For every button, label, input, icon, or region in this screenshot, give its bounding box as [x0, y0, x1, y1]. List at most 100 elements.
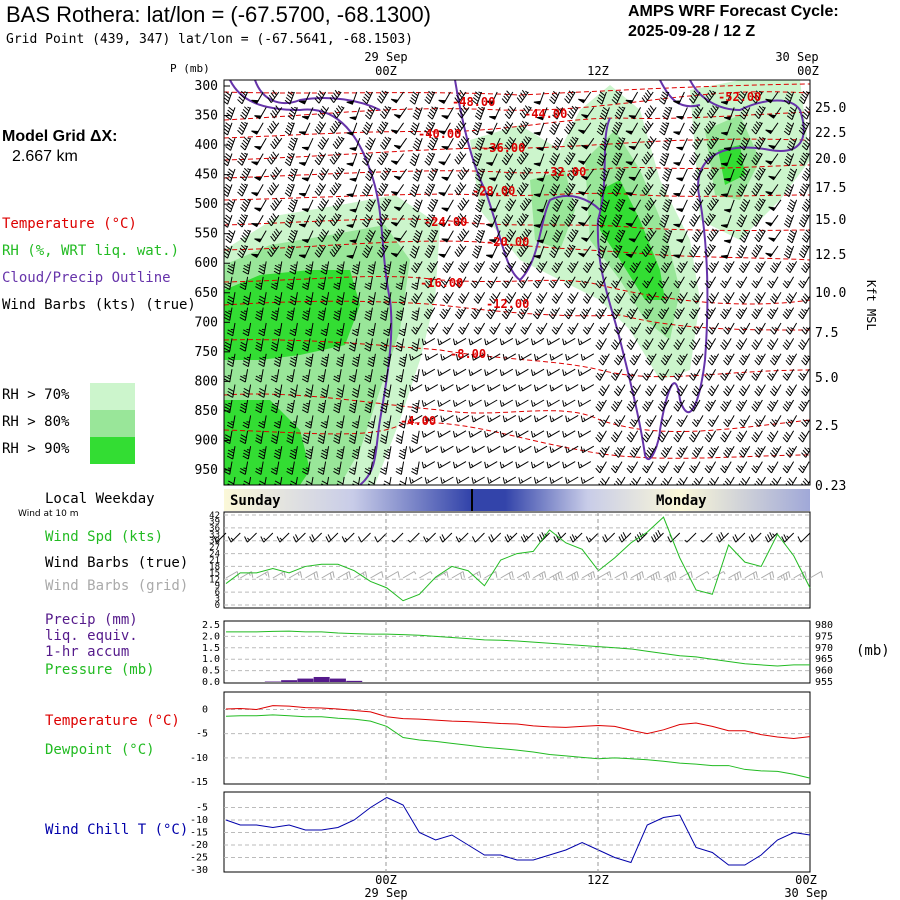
precip-label: Precip (mm)	[45, 612, 138, 628]
wind-barb-95	[516, 120, 529, 134]
wind-barb-831	[738, 415, 751, 427]
wind-barb-597	[645, 322, 657, 335]
wind-barb-319	[454, 213, 467, 227]
temperature-ytick-0: 0	[202, 705, 208, 716]
wind-barb-461	[301, 276, 311, 291]
wind-barb-913	[239, 461, 249, 475]
wind-barb-619	[395, 338, 405, 352]
wind-ytick-3: 33	[209, 530, 220, 540]
wind-barb-381	[237, 244, 249, 259]
wind-barb-659	[424, 353, 439, 361]
wind-barb-769	[364, 399, 373, 414]
wind-barb-928	[468, 461, 482, 469]
wind-barb-859	[577, 430, 592, 438]
wind-barb-325	[549, 214, 561, 228]
wind-barb-958	[352, 476, 361, 485]
precip-liq-label: liq. equiv.	[45, 628, 138, 644]
wind-barb-917	[301, 461, 311, 475]
wind-barb-grid-22	[581, 571, 596, 580]
wind-barb-541	[364, 307, 373, 321]
wind-barb-632	[595, 338, 607, 350]
wind-barb-474	[501, 276, 514, 289]
wind-barb-190	[225, 168, 236, 182]
wind-barb-grid-4	[288, 571, 303, 579]
wind-barb-368	[628, 230, 642, 243]
wind-ytick-1: 39	[209, 517, 220, 527]
wind-barb-719	[766, 368, 779, 381]
wind-barb-518	[598, 291, 610, 304]
wind-barb-72	[754, 105, 766, 119]
wind-barb-823	[613, 415, 626, 427]
wind-barb-728	[320, 384, 330, 398]
wind-barb-649	[273, 353, 283, 368]
wind-barb-84	[346, 122, 358, 136]
model-grid-value: 2.667 km	[12, 148, 78, 165]
precip-ytick-1: 2.0	[202, 631, 220, 642]
wind-barb-132	[504, 136, 517, 150]
wind-barb-700	[468, 368, 482, 377]
precip-bar-5	[297, 678, 314, 682]
wind-barb-825	[645, 415, 657, 427]
wind-barb-10m-1	[227, 532, 241, 543]
wind-barb-78	[251, 122, 264, 135]
wind-barb-969	[518, 476, 532, 484]
wind-barb-927	[452, 461, 467, 469]
wind-barb-367	[614, 229, 626, 243]
wind-barb-500	[320, 292, 330, 306]
wind-barb-803	[304, 415, 314, 429]
wind-barb-166	[438, 153, 451, 166]
wind-barb-954	[289, 476, 298, 485]
wind-barb-443	[613, 261, 626, 273]
wind-barb-334	[688, 213, 701, 227]
wind-barb-790	[688, 399, 701, 412]
precip-bar-7	[329, 678, 346, 682]
wind-barb-100	[596, 122, 607, 136]
wind-barb-284	[504, 198, 517, 212]
wind-barb-721	[798, 368, 810, 381]
wind-barb-grid-11	[402, 571, 417, 579]
wind-barb-283	[489, 199, 501, 213]
wind-barb-708	[595, 368, 607, 381]
wind-barb-826	[660, 415, 673, 427]
wind-barb-553	[548, 307, 561, 320]
wind-barb-5	[298, 91, 311, 105]
wind-barb-807	[367, 415, 376, 429]
wind-barb-843	[333, 430, 342, 445]
wind-barb-844	[348, 430, 358, 445]
wind-barb-884	[382, 446, 392, 460]
isotherm-label-6: -24.00	[424, 215, 467, 229]
wind-ytick-14: 0	[215, 601, 220, 611]
wind-barb-218	[662, 168, 673, 182]
wind-barb-411	[703, 243, 717, 257]
temperature-line	[225, 705, 811, 740]
wind-barb-420	[258, 261, 267, 275]
wind-barb-567	[766, 307, 779, 320]
isotherm-label-8: -16.00	[420, 276, 463, 290]
wind-barb-555	[579, 307, 592, 320]
wind-barb-680	[754, 353, 766, 366]
wind-barb-824	[629, 415, 642, 427]
wind-barb-845	[364, 430, 373, 445]
wind-barb-538	[317, 307, 327, 321]
wind-barb-263	[765, 184, 779, 196]
wind-barb-952	[258, 476, 267, 485]
wind-barb-230	[251, 184, 264, 197]
wind-barb-902	[660, 445, 673, 458]
wind-barb-34	[751, 90, 763, 104]
wind-barb-344	[254, 230, 267, 243]
wind-barb-28	[659, 91, 670, 105]
wind-barb-797	[798, 399, 810, 412]
wind-barb-855	[515, 430, 529, 438]
wind-barb-947	[766, 461, 779, 474]
wind-barb-558	[626, 307, 639, 320]
pressure-tick-550: 550	[195, 227, 218, 242]
wind-barb-714	[688, 368, 701, 381]
wind-barb-251	[578, 184, 592, 196]
wind-barb-343	[240, 229, 252, 243]
wind-barb-716	[720, 368, 732, 381]
wind-barb-607	[801, 325, 810, 335]
wind-barb-486	[688, 276, 701, 289]
wind-barb-441	[582, 261, 595, 273]
wind-barb-709	[610, 368, 623, 381]
wind-barb-907	[738, 445, 751, 458]
